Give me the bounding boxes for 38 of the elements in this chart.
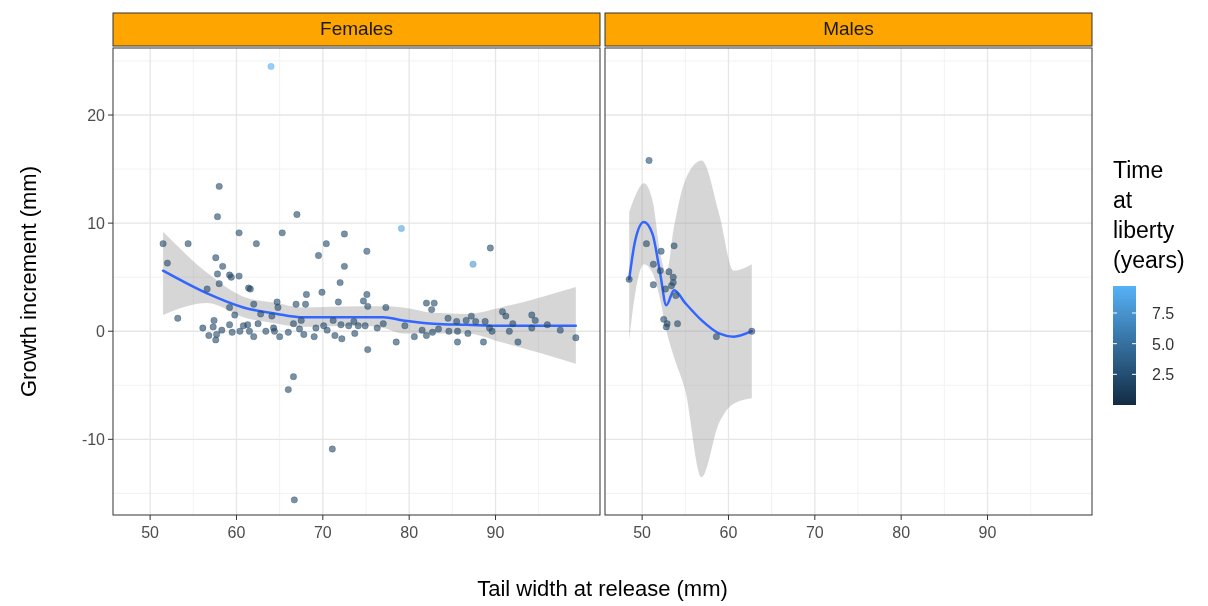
- point: [669, 273, 677, 281]
- point: [660, 315, 668, 323]
- x-tick-label: 60: [719, 524, 738, 541]
- x-tick-label: 70: [805, 524, 824, 541]
- color-bar-label: 5.0: [1152, 335, 1175, 353]
- chart-title: Females: [320, 18, 393, 39]
- point: [712, 333, 720, 341]
- point: [672, 292, 680, 299]
- y-tick-label: -10: [81, 431, 106, 449]
- point: [665, 268, 673, 276]
- point: [657, 247, 665, 255]
- x-tick-label: 80: [892, 524, 911, 541]
- point: [674, 320, 681, 328]
- color-bar-label: 7.5: [1152, 304, 1175, 322]
- y-tick-label: 0: [96, 323, 106, 341]
- point: [656, 267, 664, 275]
- point: [625, 275, 633, 283]
- x-tick-label: 50: [141, 524, 160, 541]
- point: [649, 281, 657, 289]
- chart-title: Males: [823, 18, 874, 39]
- y-tick-label: 10: [87, 215, 106, 233]
- point: [649, 260, 657, 268]
- x-tick-label: 70: [313, 524, 332, 541]
- x-tick-label: 80: [400, 524, 419, 541]
- color-bar-title: Time at liberty (years): [1113, 157, 1185, 273]
- point: [670, 242, 678, 250]
- x-tick-label: 50: [633, 524, 652, 541]
- x-tick-label: 90: [978, 524, 997, 541]
- x-tick-label: 60: [227, 524, 246, 541]
- y-axis-title: Growth increment (mm): [16, 165, 41, 398]
- y-tick-label: 20: [87, 107, 106, 125]
- x-tick-label: 90: [486, 524, 505, 541]
- point: [645, 156, 653, 164]
- color-bar-label: 2.5: [1152, 366, 1175, 384]
- point: [661, 285, 669, 293]
- point: [748, 327, 756, 335]
- point: [643, 240, 650, 248]
- x-axis-title: Tail width at release (mm): [477, 576, 728, 601]
